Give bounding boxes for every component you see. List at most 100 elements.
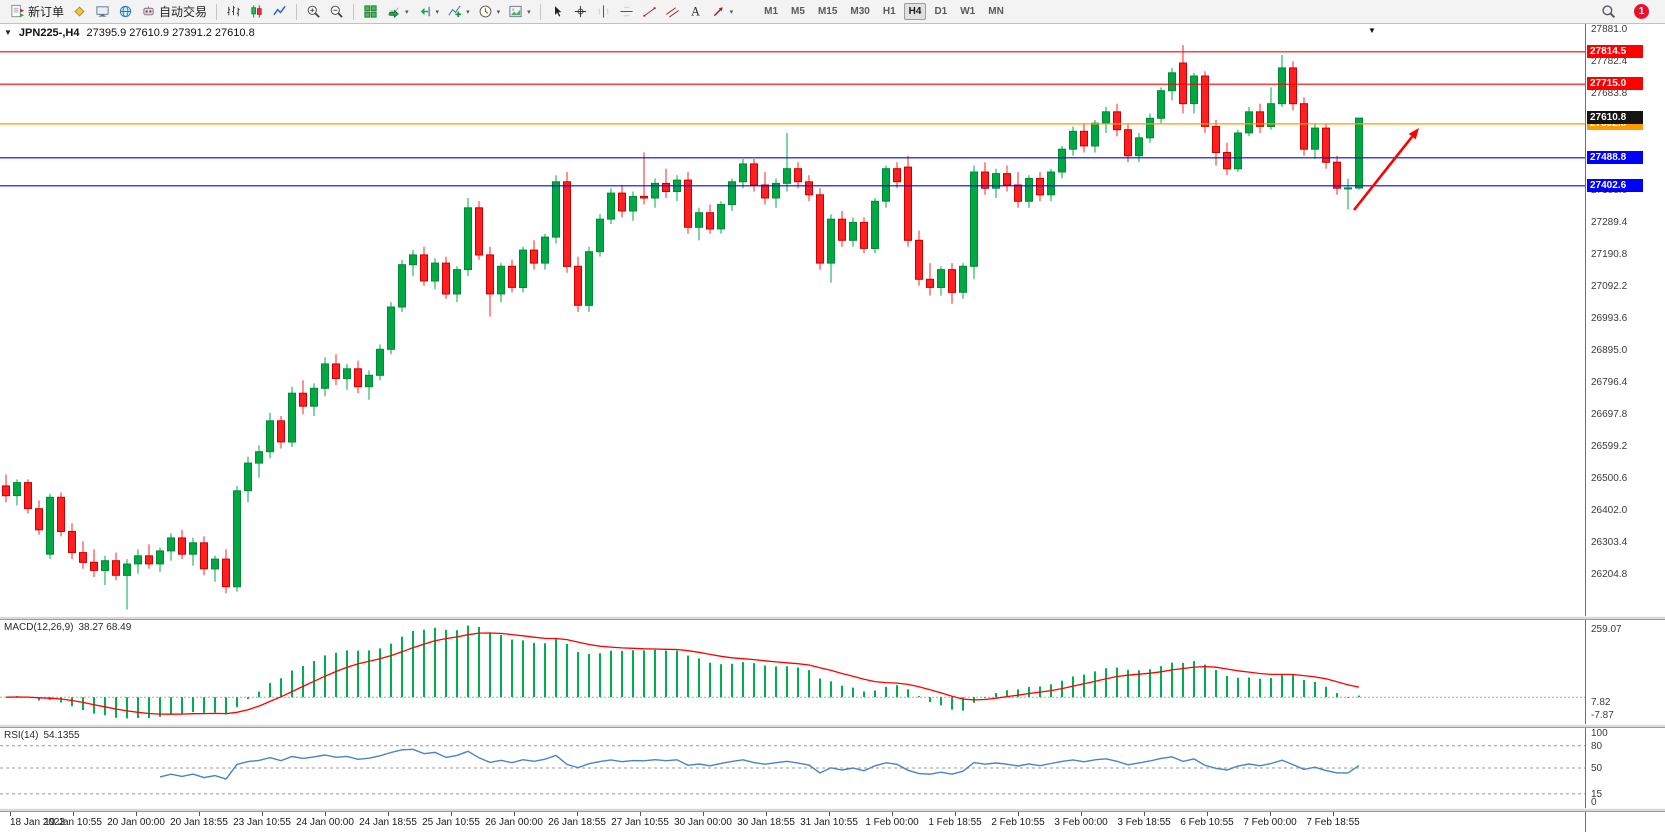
tile-windows-button[interactable] [359,1,382,22]
tf-d1[interactable]: D1 [929,3,952,20]
notifications-badge[interactable]: 1 [1634,4,1649,19]
macd-values: 38.27 68.49 [78,622,132,633]
templates-button[interactable]: ▾ [504,1,535,22]
terminal-button[interactable] [91,1,114,22]
time-tick [892,812,893,816]
rsi-canvas[interactable] [0,728,1585,808]
price-line-badge: 27402.6 [1587,179,1643,192]
chart-area: ▼ JPN225-,H4 27395.9 27610.9 27391.2 276… [0,24,1665,832]
chart-dropdown-arrow-icon[interactable]: ▼ [1368,26,1376,35]
tf-h4[interactable]: H4 [903,3,927,20]
time-label: 26 Jan 18:55 [548,817,606,828]
dropdown-arrow-icon[interactable]: ▾ [496,8,501,16]
autotrading-button[interactable]: 自动交易 [137,0,211,23]
arrows-tool-button[interactable]: ▾ [707,1,738,22]
toolbar-group-chart-type [222,0,291,23]
macd-axis-label: 7.82 [1591,697,1611,708]
candles [2,45,1363,610]
tf-m1-label: M1 [764,6,779,17]
horizontal-line-button[interactable] [615,1,638,22]
panel-divider[interactable] [0,616,1665,620]
zoom-out-button[interactable] [325,1,348,22]
one-click-trading-toggle-icon[interactable]: ▼ [4,28,12,37]
horizontal-lines[interactable] [0,51,1585,187]
indicators-button[interactable]: ▾ [443,1,474,22]
tf-d1-label: D1 [934,6,948,17]
macd-canvas[interactable] [0,620,1585,724]
macd-name: MACD(12,26,9) [4,622,74,633]
tf-h4-label: H4 [908,6,922,17]
time-tick [703,812,704,816]
auto-scroll-button[interactable]: ▾ [382,1,413,22]
time-label: 31 Jan 10:55 [800,817,858,828]
time-label: 18 Jan 2023 [10,817,66,828]
tf-m15[interactable]: M15 [813,3,842,20]
toolbar-group-trade: 新订单 自动交易 [6,0,211,23]
tf-m5[interactable]: M5 [786,3,810,20]
crosshair-button[interactable] [569,1,592,22]
text-label-button[interactable]: A [684,1,707,22]
zoom-in-button[interactable] [302,1,325,22]
equidistant-channel-button[interactable] [661,1,684,22]
time-label: 23 Jan 10:55 [233,817,291,828]
time-tick [10,812,11,816]
tf-m1[interactable]: M1 [759,3,783,20]
autoscroll-icon [386,4,401,19]
dropdown-arrow-icon[interactable]: ▾ [729,8,734,16]
rsi-label: RSI(14) 54.1355 [4,730,80,741]
dropdown-arrow-icon[interactable]: ▾ [466,8,470,16]
price-tick-label: 26303.4 [1591,537,1628,548]
candlestick-chart-button[interactable] [245,1,268,22]
metaeditor-button[interactable] [68,1,91,22]
time-label: 20 Jan 18:55 [170,817,228,828]
market-button[interactable] [114,1,137,22]
search-button[interactable] [1597,1,1620,22]
price-axis[interactable]: 27881.027782.427683.827585.227486.627388… [1585,24,1665,616]
toolbar-group-timeframes: M1 M5 M15 M30 H1 H4 D1 W1 MN [759,0,1009,23]
price-tick-label: 26796.4 [1591,377,1628,388]
tf-mn[interactable]: MN [983,3,1009,20]
bars-chart-button[interactable] [222,1,245,22]
trendline-button[interactable] [638,1,661,22]
line-chart-button[interactable] [268,1,291,22]
time-label: 1 Feb 00:00 [865,817,919,828]
autotrading-button-label: 自动交易 [159,5,208,19]
price-chart-plot[interactable]: ▼ JPN225-,H4 27395.9 27610.9 27391.2 276… [0,24,1585,616]
periods-button[interactable]: ▾ [474,1,505,22]
tf-m30[interactable]: M30 [845,3,874,20]
monitor-icon [95,4,110,19]
chart-shift-button[interactable]: ▾ [413,1,444,22]
candlestick-canvas[interactable] [0,24,1585,616]
axis-corner [1585,812,1665,832]
time-axis[interactable]: 18 Jan 2023 19 Jan 10:55 20 Jan 00:00 20 Ja… [0,812,1585,832]
arrowTool-icon [711,4,726,19]
vertical-line-button[interactable] [592,1,615,22]
bars-icon [226,4,241,19]
time-label: 30 Jan 18:55 [737,817,795,828]
panel-divider[interactable] [0,724,1665,728]
time-label: 25 Jan 10:55 [422,817,480,828]
rsi-plot[interactable]: RSI(14) 54.1355 [0,728,1585,808]
trend-arrow[interactable] [1352,128,1419,211]
time-tick [199,812,200,816]
globe-icon [118,4,133,19]
dropdown-arrow-icon[interactable]: ▾ [527,8,531,16]
macd-plot[interactable]: MACD(12,26,9) 38.27 68.49 [0,620,1585,724]
current-price-badge: 27610.8 [1587,111,1643,124]
panel-divider[interactable] [0,808,1665,812]
dropdown-arrow-icon[interactable]: ▾ [435,8,440,16]
toolbar-group-zoom [302,0,348,23]
new-order-button[interactable]: 新订单 [6,0,68,23]
price-tick-label: 27092.2 [1591,281,1628,292]
cursor-button[interactable] [546,1,569,22]
tf-h1[interactable]: H1 [878,3,901,20]
time-tick [766,812,767,816]
dropdown-arrow-icon[interactable]: ▾ [405,8,409,16]
hline-icon [619,4,634,19]
price-tick-label: 27881.0 [1591,24,1628,35]
time-label: 2 Feb 10:55 [991,817,1045,828]
rsi-axis-label: 80 [1591,741,1603,752]
symbol-period-label: JPN225-,H4 [18,27,80,39]
time-tick [1018,812,1019,816]
tf-w1[interactable]: W1 [955,3,980,20]
